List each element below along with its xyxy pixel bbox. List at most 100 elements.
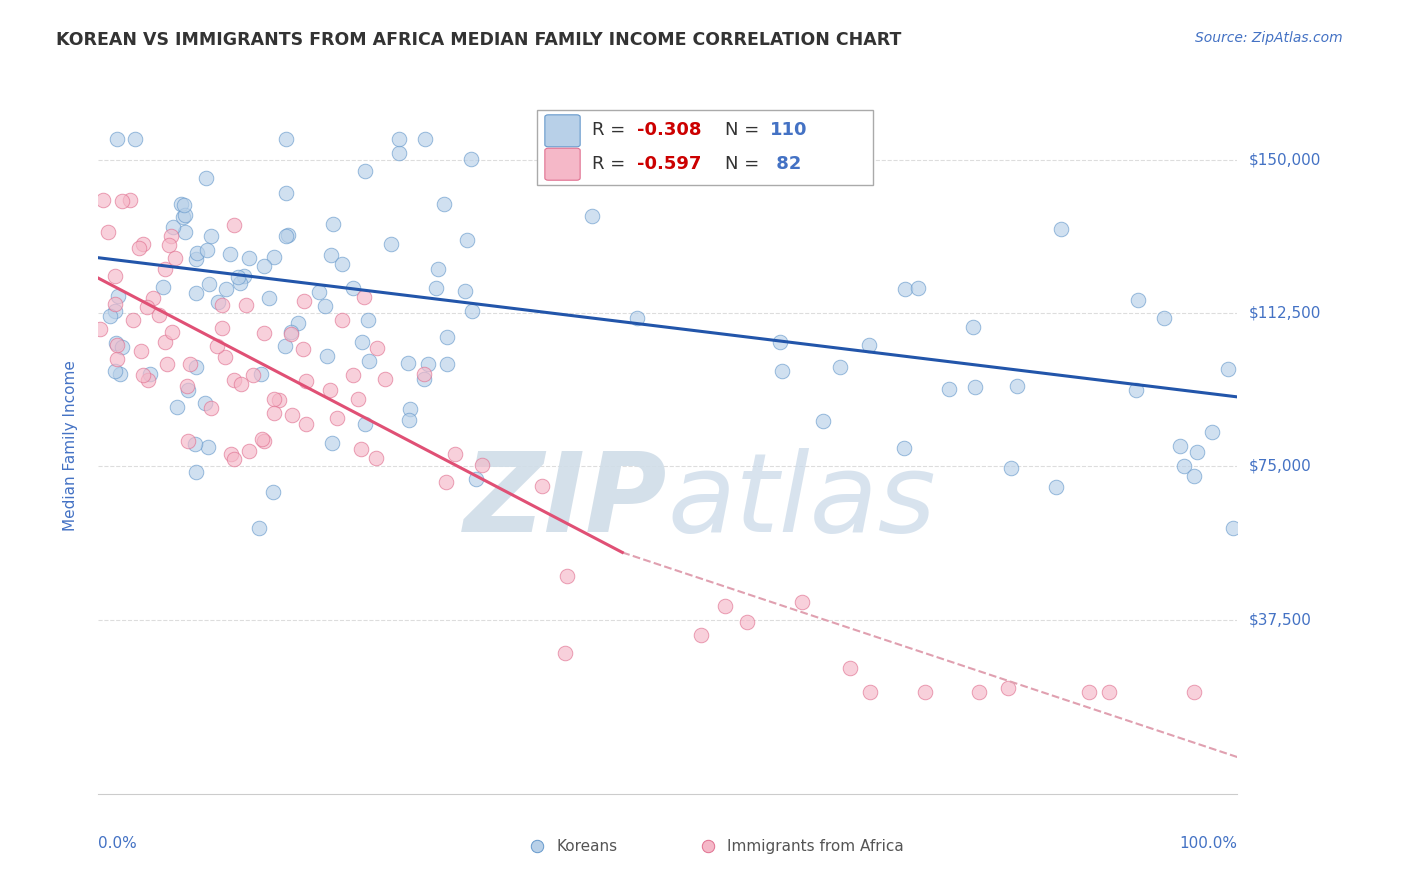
Point bbox=[107, 289, 129, 303]
Point bbox=[456, 233, 478, 247]
Text: 82: 82 bbox=[770, 155, 801, 173]
Point bbox=[894, 282, 917, 296]
Point bbox=[269, 393, 291, 408]
Point bbox=[295, 417, 318, 431]
Point bbox=[425, 281, 447, 295]
Point bbox=[893, 442, 915, 456]
Point bbox=[388, 132, 411, 146]
Point bbox=[1182, 469, 1205, 483]
Point bbox=[353, 163, 375, 178]
Point bbox=[859, 684, 882, 698]
Point bbox=[89, 321, 111, 335]
Text: ZIP: ZIP bbox=[464, 448, 668, 555]
Point bbox=[322, 217, 344, 231]
Point bbox=[157, 238, 180, 252]
Point bbox=[461, 304, 484, 318]
Point bbox=[1170, 439, 1192, 453]
Point bbox=[214, 351, 236, 365]
Point bbox=[308, 285, 330, 300]
Point bbox=[136, 373, 159, 387]
Point bbox=[186, 246, 208, 260]
Point bbox=[581, 209, 603, 223]
Point bbox=[263, 250, 285, 264]
Point bbox=[366, 450, 388, 465]
Point bbox=[200, 401, 222, 416]
Point bbox=[555, 569, 578, 583]
Point bbox=[315, 349, 337, 363]
Point bbox=[332, 257, 354, 271]
Point bbox=[118, 194, 141, 208]
Point bbox=[280, 327, 302, 342]
Text: $150,000: $150,000 bbox=[1249, 152, 1322, 167]
Point bbox=[413, 372, 436, 386]
Point bbox=[353, 290, 375, 304]
Point bbox=[93, 766, 115, 780]
Point bbox=[1097, 684, 1119, 698]
Point bbox=[294, 294, 316, 309]
Point bbox=[242, 368, 264, 382]
Point bbox=[231, 376, 253, 391]
Point bbox=[142, 291, 165, 305]
Point bbox=[1125, 383, 1147, 397]
Point bbox=[314, 299, 336, 313]
Point bbox=[124, 132, 146, 146]
Point bbox=[735, 615, 758, 629]
Point bbox=[280, 326, 302, 340]
Point bbox=[186, 359, 208, 374]
Point bbox=[184, 465, 207, 479]
Point bbox=[398, 413, 420, 427]
Point bbox=[321, 436, 343, 450]
Point bbox=[232, 269, 254, 284]
Point bbox=[277, 228, 299, 243]
Point bbox=[858, 337, 880, 351]
Point bbox=[152, 280, 174, 294]
Point bbox=[1128, 293, 1150, 307]
Point bbox=[194, 396, 217, 410]
Point bbox=[690, 628, 713, 642]
Point bbox=[136, 300, 159, 314]
Point bbox=[253, 259, 276, 273]
Point bbox=[111, 340, 134, 354]
Point bbox=[173, 198, 195, 212]
Point bbox=[238, 444, 260, 458]
Text: KOREAN VS IMMIGRANTS FROM AFRICA MEDIAN FAMILY INCOME CORRELATION CHART: KOREAN VS IMMIGRANTS FROM AFRICA MEDIAN … bbox=[56, 31, 901, 49]
Point bbox=[91, 766, 114, 780]
Point bbox=[105, 338, 128, 352]
Point bbox=[129, 343, 152, 358]
Point bbox=[222, 218, 245, 232]
Point bbox=[105, 352, 128, 367]
Point bbox=[211, 298, 233, 312]
Point bbox=[319, 248, 342, 262]
Point bbox=[353, 417, 375, 431]
Text: -0.308: -0.308 bbox=[637, 121, 702, 139]
Point bbox=[252, 326, 274, 340]
Point bbox=[454, 284, 477, 298]
Point bbox=[1182, 684, 1205, 698]
Point bbox=[1173, 459, 1195, 474]
Point bbox=[131, 368, 153, 383]
Point bbox=[174, 208, 197, 222]
Point bbox=[166, 401, 188, 415]
Point bbox=[388, 145, 411, 160]
Point bbox=[465, 472, 488, 486]
Point bbox=[330, 313, 353, 327]
Point bbox=[460, 152, 482, 166]
Point bbox=[276, 186, 298, 201]
Point bbox=[471, 458, 494, 473]
Point bbox=[790, 595, 813, 609]
Point bbox=[433, 197, 456, 211]
Point bbox=[160, 325, 183, 339]
Point bbox=[967, 684, 990, 698]
Point bbox=[276, 229, 298, 244]
Point bbox=[398, 401, 420, 416]
Point bbox=[997, 681, 1019, 695]
Point bbox=[172, 210, 194, 224]
Point bbox=[229, 276, 252, 290]
Point bbox=[342, 281, 364, 295]
Point bbox=[98, 309, 121, 323]
Point bbox=[156, 357, 179, 371]
Point bbox=[177, 383, 200, 397]
Point bbox=[350, 442, 373, 457]
Point bbox=[207, 339, 229, 353]
Point bbox=[366, 341, 388, 355]
